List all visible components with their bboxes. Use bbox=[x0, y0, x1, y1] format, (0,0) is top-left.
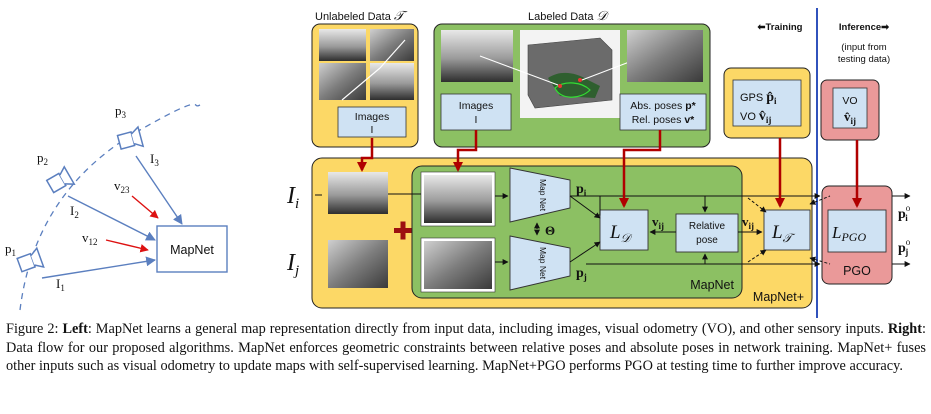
out-pj-label: pj bbox=[576, 266, 587, 282]
caption-left-text: : MapNet learns a general map representa… bbox=[87, 321, 888, 337]
vo-label-23: v23 bbox=[114, 178, 130, 195]
vo-arrow-12 bbox=[105, 239, 149, 253]
right-diagram: Unlabeled Data 𝒯 Labeled Data 𝒟 Images I I… bbox=[286, 8, 911, 318]
pgo-label: PGO bbox=[843, 264, 871, 278]
caption-left-label: Left bbox=[62, 321, 88, 337]
unlabeled-images-symbol: I bbox=[371, 124, 374, 136]
image-label-2: I2 bbox=[70, 203, 79, 220]
mapnet-encoder-j bbox=[509, 235, 571, 291]
dashed-to-losst bbox=[747, 197, 767, 213]
vo-label: VO v̂ij bbox=[740, 109, 771, 125]
pose-label-2: p2 bbox=[37, 150, 48, 167]
trajectory-curve bbox=[19, 103, 201, 311]
labeled-to-input-arrow bbox=[453, 130, 478, 172]
relative-pose-label-2: pose bbox=[696, 235, 718, 246]
mapnet-box bbox=[156, 225, 228, 273]
rel-poses-label: Rel. poses v* bbox=[632, 114, 695, 126]
mapnet-label: MapNet bbox=[170, 243, 214, 257]
vij-label-d: vij bbox=[652, 214, 664, 231]
poses-box bbox=[619, 93, 707, 131]
training-label: ⬅Training bbox=[757, 22, 803, 33]
trajectory-red bbox=[558, 84, 562, 88]
figure-2: p1 p2 p3 MapNet I1 I2 I3 v12 v23 Unlabel… bbox=[5, 8, 911, 318]
gps-label: GPS p̂i bbox=[740, 90, 777, 106]
mapnet-encoder-i-label: Map Net bbox=[538, 179, 548, 212]
inference-note-1: (input from bbox=[841, 42, 886, 53]
unlabeled-images-box bbox=[337, 106, 407, 138]
image-label-3: I3 bbox=[150, 151, 159, 168]
poses-to-lossd-arrow bbox=[619, 130, 662, 208]
relative-pose-box bbox=[675, 213, 739, 253]
lpgo-label: LPGO bbox=[831, 223, 866, 244]
caption-right-label: Right bbox=[887, 321, 923, 337]
inference-vo-label: VO bbox=[842, 95, 857, 107]
unlabeled-photo bbox=[319, 63, 366, 100]
labeled-images-box bbox=[440, 93, 512, 131]
unlabeled-photo bbox=[370, 29, 414, 61]
image-arrow-3 bbox=[135, 155, 183, 225]
mapnet-encoder-j-label: Map Net bbox=[538, 247, 548, 280]
loss-t-box bbox=[763, 209, 811, 251]
inference-note-2: testing data) bbox=[838, 54, 890, 65]
caption-right-text: : Data flow for our proposed algorithms.… bbox=[6, 321, 926, 374]
input-i-label: Ii bbox=[286, 183, 299, 212]
camera-icon bbox=[116, 125, 145, 151]
trajectory-red bbox=[578, 78, 582, 82]
loss-d-label: L𝒟 bbox=[609, 222, 633, 245]
vo-arrow-23 bbox=[131, 195, 159, 219]
relative-pose-label-1: Relative bbox=[689, 221, 726, 232]
camera-icon bbox=[16, 246, 45, 273]
image-arrow-2 bbox=[67, 195, 156, 241]
dashed-to-losst bbox=[747, 249, 767, 263]
vo-link-line bbox=[379, 39, 406, 69]
unlabeled-photo bbox=[370, 63, 414, 100]
pj-to-loss-arrow bbox=[569, 241, 601, 263]
image-label-1: I1 bbox=[56, 276, 65, 293]
trajectory-green bbox=[554, 82, 591, 98]
left-diagram: p1 p2 p3 MapNet I1 I2 I3 v12 v23 bbox=[5, 103, 228, 311]
input-photo-i bbox=[328, 172, 388, 214]
inference-vo-inner bbox=[832, 87, 868, 129]
unlabeled-data-title: Unlabeled Data 𝒯 bbox=[315, 8, 408, 23]
plus-icon bbox=[400, 221, 406, 240]
mapnetplus-label: MapNet+ bbox=[753, 290, 804, 304]
out-pio-label: po i bbox=[898, 203, 911, 223]
inference-label: Inference➡ bbox=[839, 22, 890, 33]
vo-link-line bbox=[341, 67, 381, 101]
gps-vo-inner bbox=[732, 79, 802, 127]
pi-to-loss-arrow bbox=[569, 195, 601, 219]
mapnet-encoder-i bbox=[509, 167, 571, 223]
map-3d-floor bbox=[548, 72, 600, 98]
dashed-pgo bbox=[809, 195, 831, 205]
unlabeled-images-label: Images bbox=[355, 111, 389, 123]
unlabeled-to-input-arrow bbox=[357, 138, 374, 172]
inference-vo-symbol: v̂ij bbox=[844, 109, 856, 126]
input-j-label: Ij bbox=[286, 250, 299, 279]
labeled-data-title: Labeled Data 𝒟 bbox=[528, 8, 609, 23]
labeled-images-label: Images bbox=[459, 100, 493, 112]
pose-link-line bbox=[479, 55, 559, 86]
lpgo-box bbox=[827, 209, 887, 253]
theta-label: Θ bbox=[545, 223, 555, 238]
pose-label-1: p1 bbox=[5, 241, 16, 258]
vo-label-12: v12 bbox=[82, 230, 98, 247]
mapnet-photo-j-content bbox=[424, 241, 492, 289]
out-pi-label: pi bbox=[576, 182, 587, 198]
labeled-photo bbox=[441, 30, 513, 82]
labeled-photo bbox=[627, 30, 703, 82]
loss-d-box bbox=[599, 209, 649, 251]
vij-label-t: vij bbox=[742, 214, 754, 231]
image-arrow-1 bbox=[41, 256, 156, 279]
labeled-images-symbol: I bbox=[475, 114, 478, 126]
mapnet-inner-label: MapNet bbox=[690, 278, 734, 292]
figure-caption: Figure 2: Left: MapNet learns a general … bbox=[6, 320, 926, 376]
unlabeled-photo bbox=[319, 29, 366, 61]
caption-prefix: Figure 2: bbox=[6, 321, 63, 337]
input-photo-j bbox=[328, 240, 388, 288]
camera-icon bbox=[45, 165, 76, 194]
abs-poses-label: Abs. poses p* bbox=[630, 100, 696, 112]
pose-label-3: p3 bbox=[115, 103, 127, 120]
mapnet-photo-i-content bbox=[424, 175, 492, 223]
out-pjo-label: po j bbox=[898, 237, 911, 257]
